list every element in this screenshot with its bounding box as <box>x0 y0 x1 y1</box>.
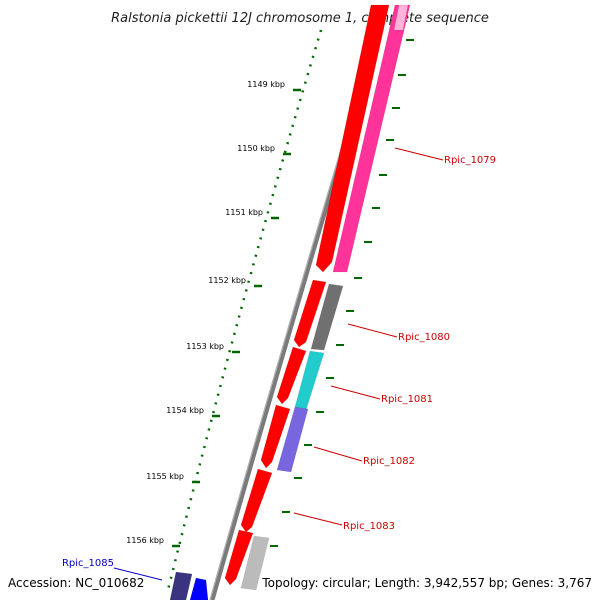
gene-label: Rpic_1081 <box>381 394 433 405</box>
cog-feature <box>240 535 270 591</box>
cds-feature <box>315 4 390 273</box>
gene-leader-line <box>313 446 363 462</box>
accession-text: Accession: NC_010682 <box>8 576 144 590</box>
cds-feature <box>276 346 307 405</box>
cog-feature <box>310 283 344 351</box>
map-title: Ralstonia pickettii 12J chromosome 1, co… <box>111 11 489 26</box>
ruler-tick-label: 1156 kbp <box>126 536 164 545</box>
gene-label: Rpic_1080 <box>398 332 450 343</box>
cog-feature <box>276 406 309 473</box>
gene-leader-line <box>347 323 398 338</box>
gene-label: Rpic_1085 <box>62 558 114 569</box>
ruler-ticks: 1149 kbp 1150 kbp 1151 kbp 1152 kbp 1153 kbp… <box>126 80 301 548</box>
outer-tick-marks <box>270 39 414 547</box>
ruler-tick-label: 1155 kbp <box>146 472 184 481</box>
ruler-tick-label: 1150 kbp <box>237 144 275 153</box>
topology-text: Topology: circular; Length: 3,942,557 bp… <box>261 576 592 590</box>
cds-feature <box>293 279 327 348</box>
cds-feature <box>240 468 273 533</box>
gene-label: Rpic_1083 <box>343 521 395 532</box>
cog-feature <box>393 4 409 31</box>
gene-leader-line <box>113 567 163 581</box>
gene-leader-line <box>394 147 444 161</box>
cds-feature <box>260 404 291 469</box>
ruler-tick-label: 1152 kbp <box>208 276 246 285</box>
gene-leader-line <box>330 385 381 400</box>
cog-feature <box>169 571 193 600</box>
gene-label: Rpic_1079 <box>444 155 496 166</box>
ruler-tick-label: 1149 kbp <box>247 80 285 89</box>
ruler-tick-label: 1151 kbp <box>225 208 263 217</box>
feature-tracks <box>169 4 411 600</box>
gene-label: Rpic_1082 <box>363 456 415 467</box>
ruler-tick-label: 1154 kbp <box>166 406 204 415</box>
cds-feature <box>189 577 209 600</box>
cds-feature <box>224 529 254 586</box>
gene-labels: Rpic_1079 Rpic_1080 Rpic_1081 Rpic_1082 Rpic… <box>62 147 496 581</box>
ruler-tick-label: 1153 kbp <box>186 342 224 351</box>
gene-leader-line <box>293 512 343 526</box>
